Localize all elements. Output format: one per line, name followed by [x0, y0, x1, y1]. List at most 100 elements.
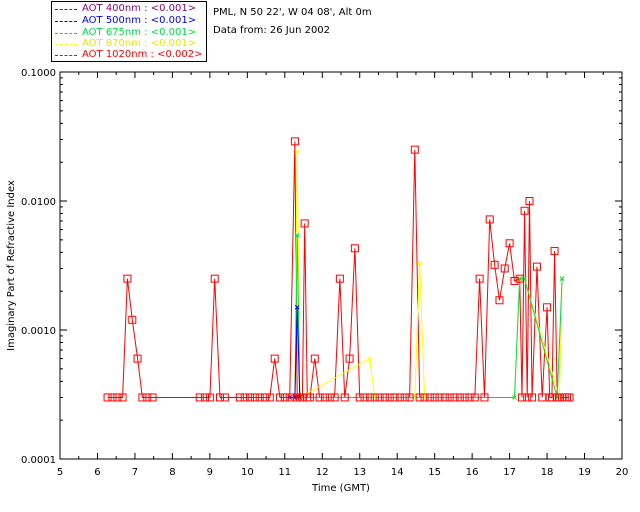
data-point-square: [543, 303, 552, 312]
data-point-square: [475, 274, 484, 283]
data-point-square: [205, 393, 214, 402]
data-point-square: [315, 393, 324, 402]
data-point-square: [143, 393, 152, 402]
data-point-square: [505, 239, 514, 248]
data-point-square: [523, 393, 532, 402]
data-point-square: [210, 274, 219, 283]
data-point-square: [405, 393, 414, 402]
y-tick-label: 0.0100: [21, 197, 56, 208]
data-point-square: [385, 393, 394, 402]
x-tick-label: 5: [57, 467, 63, 478]
legend-swatch: [55, 33, 77, 34]
legend-swatch: [55, 44, 77, 45]
data-point-square: [528, 393, 537, 402]
data-point: [512, 395, 517, 400]
data-point-square: [355, 393, 364, 402]
data-point-square: [465, 393, 474, 402]
data-point-square: [380, 393, 389, 402]
legend-label: AOT 675nm : <0.001>: [82, 27, 197, 38]
date-info: Data from: 26 Jun 2002: [213, 25, 331, 36]
x-tick-label: 14: [391, 467, 404, 478]
data-point-square: [455, 393, 464, 402]
data-point-square: [280, 393, 289, 402]
data-point-square: [510, 276, 519, 285]
y-tick-label: 0.0001: [21, 455, 56, 466]
data-point-square: [255, 393, 264, 402]
data-point-square: [450, 393, 459, 402]
data-point-square: [200, 393, 209, 402]
data-point-square: [108, 393, 117, 402]
x-tick-label: 16: [466, 467, 479, 478]
y-tick-label: 0.0010: [21, 326, 56, 337]
data-point-square: [340, 393, 349, 402]
legend-item-500: AOT 500nm : <0.001>: [52, 15, 206, 27]
legend-item-675: AOT 675nm : <0.001>: [52, 27, 206, 39]
legend-item-400: AOT 400nm : <0.001>: [52, 3, 206, 15]
data-point-square: [400, 393, 409, 402]
legend-item-1020: AOT 1020nm : <0.002>: [52, 49, 206, 61]
data-point-square: [360, 393, 369, 402]
data-point-square: [390, 393, 399, 402]
legend: AOT 400nm : <0.001> AOT 500nm : <0.001> …: [51, 1, 207, 62]
data-point-square: [435, 393, 444, 402]
data-point: [559, 276, 565, 282]
data-point-square: [470, 393, 479, 402]
data-point-square: [485, 215, 494, 224]
x-tick-label: 6: [94, 467, 100, 478]
data-point-square: [515, 274, 524, 283]
data-point-square: [395, 393, 404, 402]
data-point-square: [215, 393, 224, 402]
data-point-square: [565, 393, 574, 402]
data-point-square: [415, 393, 424, 402]
data-point-square: [138, 393, 147, 402]
data-point-square: [300, 219, 309, 228]
data-point-square: [220, 393, 229, 402]
data-point-square: [350, 244, 359, 253]
x-tick-label: 20: [616, 467, 629, 478]
data-point-square: [265, 393, 274, 402]
data-point-square: [325, 393, 334, 402]
data-point-square: [425, 393, 434, 402]
data-point-square: [345, 354, 354, 363]
data-point-square: [520, 206, 529, 215]
x-tick-label: 10: [241, 467, 254, 478]
data-point-square: [500, 264, 509, 273]
legend-label: AOT 500nm : <0.001>: [82, 15, 197, 26]
x-tick-label: 18: [541, 467, 554, 478]
x-tick-label: 8: [169, 467, 175, 478]
data-point-square: [375, 393, 384, 402]
data-point-square: [440, 393, 449, 402]
legend-swatch: [55, 55, 77, 56]
site-info: PML, N 50 22', W 04 08', Alt 0m: [213, 7, 372, 18]
data-point-square: [103, 393, 112, 402]
data-point-square: [335, 274, 344, 283]
data-point-square: [260, 393, 269, 402]
data-point-square: [275, 393, 284, 402]
legend-item-870: AOT 870nm : <0.001>: [52, 38, 206, 50]
data-point-square: [123, 274, 132, 283]
data-point-square: [420, 393, 429, 402]
x-tick-label: 9: [207, 467, 213, 478]
y-axis-title: Imaginary Part of Refractive Index: [6, 180, 17, 351]
data-point-square: [240, 393, 249, 402]
data-point-square: [195, 393, 204, 402]
legend-swatch: [55, 21, 77, 22]
x-tick-label: 11: [278, 467, 291, 478]
x-tick-label: 19: [578, 467, 591, 478]
data-point-square: [430, 393, 439, 402]
data-point: [367, 356, 373, 361]
data-point-square: [525, 197, 534, 205]
y-tick-label: 0.1000: [21, 68, 56, 79]
data-point: [294, 233, 300, 238]
data-point-square: [235, 393, 244, 402]
x-tick-label: 15: [428, 467, 441, 478]
data-point-square: [290, 137, 299, 146]
data-point-square: [532, 262, 541, 271]
data-point-square: [370, 393, 379, 402]
legend-label: AOT 1020nm : <0.002>: [82, 49, 203, 60]
data-point: [294, 304, 300, 310]
data-point-square: [148, 393, 157, 402]
legend-label: AOT 400nm : <0.001>: [82, 3, 197, 14]
data-point-square: [517, 393, 526, 402]
